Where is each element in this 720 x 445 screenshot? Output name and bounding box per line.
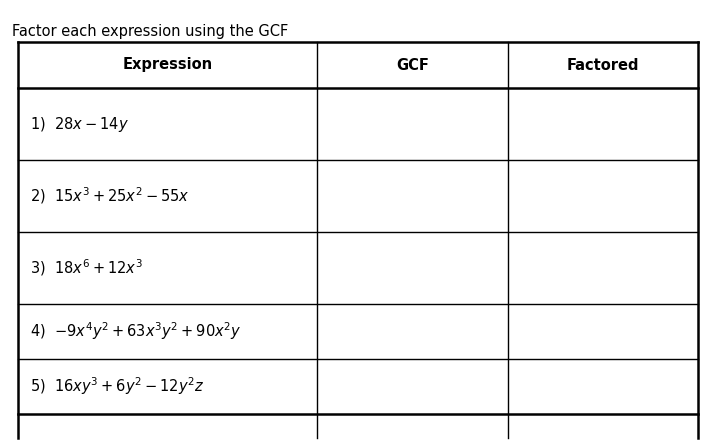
Text: Factored: Factored xyxy=(567,57,639,73)
Text: Factor each expression using the GCF: Factor each expression using the GCF xyxy=(12,24,288,39)
Text: Expression: Expression xyxy=(122,57,212,73)
Text: 4)  $-9x^4y^2 + 63x^3y^2 + 90x^2y$: 4) $-9x^4y^2 + 63x^3y^2 + 90x^2y$ xyxy=(30,321,242,342)
Text: 1)  $28x - 14y$: 1) $28x - 14y$ xyxy=(30,114,129,134)
Text: 3)  $18x^6 + 12x^3$: 3) $18x^6 + 12x^3$ xyxy=(30,258,143,279)
Text: 5)  $16xy^3 + 6y^2 - 12y^2z$: 5) $16xy^3 + 6y^2 - 12y^2z$ xyxy=(30,376,204,397)
Text: 2)  $15x^3 + 25x^2 - 55x$: 2) $15x^3 + 25x^2 - 55x$ xyxy=(30,186,189,206)
Text: GCF: GCF xyxy=(396,57,429,73)
